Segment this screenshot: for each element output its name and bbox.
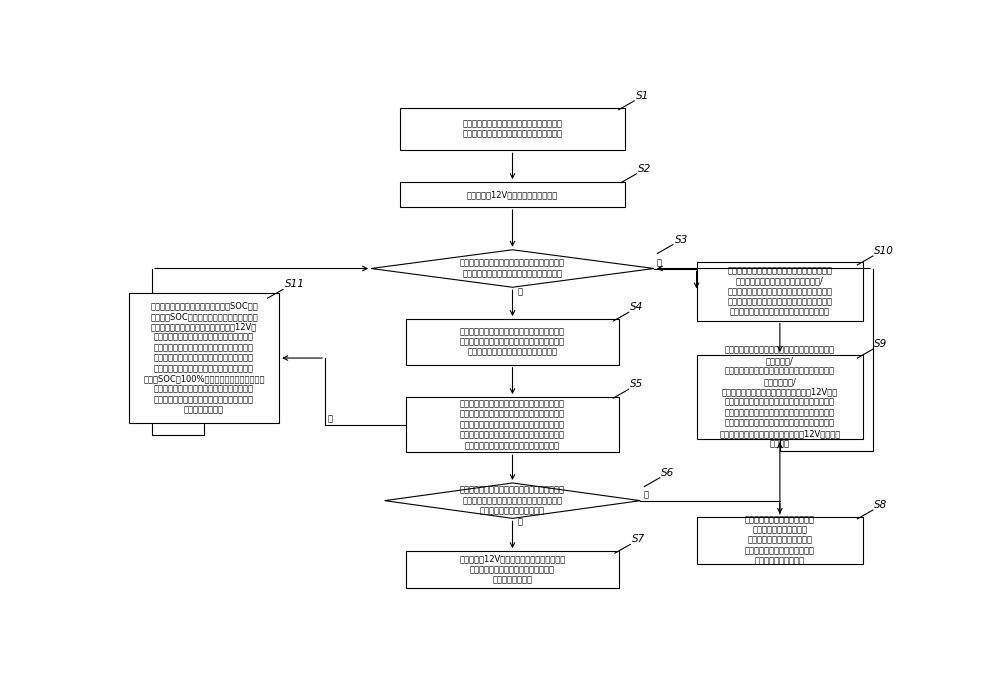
Text: 上位机控制12V低压电源下电，以停止试验，
并记录本次试验过程中对动力电池进行
脉冲加热的总次数: 上位机控制12V低压电源下电，以停止试验， 并记录本次试验过程中对动力电池进行 …	[459, 554, 566, 584]
Text: 是: 是	[518, 518, 523, 527]
Text: S1: S1	[636, 91, 649, 101]
FancyBboxPatch shape	[129, 293, 279, 423]
FancyBboxPatch shape	[697, 262, 863, 320]
Text: 上位机控制12V低压电源进行低压上电: 上位机控制12V低压电源进行低压上电	[467, 190, 558, 199]
FancyBboxPatch shape	[697, 355, 863, 439]
FancyBboxPatch shape	[400, 107, 625, 150]
Text: 是: 是	[518, 287, 523, 297]
Text: 若电池管理系统发送的动力电池实时SOC低于
第一预设SOC值上位机先向电池管理系统和电
驱动控制系统发出第二类型指令，再向12V低
压电源发出低压下电指令，以停: 若电池管理系统发送的动力电池实时SOC低于 第一预设SOC值上位机先向电池管理系…	[143, 301, 265, 414]
Text: 若上位机根据电池管理系统发送的信号确定动力电
池故障，和/
或，根据电驱动控制系统发送的信号确定三相逆变
器模块故障和/
或三相交流电机模块故障，则上位机控制1: 若上位机根据电池管理系统发送的信号确定动力电 池故障，和/ 或，根据电驱动控制系…	[719, 346, 840, 448]
Text: 进行对动力电池脉冲加热的台架系统搭建，在
完成搭建后，上位机采集动力电池的初始容量: 进行对动力电池脉冲加热的台架系统搭建，在 完成搭建后，上位机采集动力电池的初始容…	[462, 119, 562, 139]
Text: S5: S5	[630, 379, 644, 389]
Text: 若上位机根据电驱动控制系统发送的信号确定三
相逆变器模块温度高于第三预设温度和/
或三相交流电机模块温度高于第四预设温度，则
上位机控制冷却水泵开启，以对电驱动: 若上位机根据电驱动控制系统发送的信号确定三 相逆变器模块温度高于第三预设温度和/…	[727, 266, 832, 317]
Text: S7: S7	[632, 535, 645, 544]
Text: S8: S8	[874, 500, 888, 510]
Text: S2: S2	[638, 164, 651, 174]
Polygon shape	[371, 249, 654, 287]
Polygon shape	[385, 483, 640, 518]
FancyBboxPatch shape	[400, 182, 625, 207]
FancyBboxPatch shape	[406, 319, 619, 365]
Text: 若判断出满足开启脉冲加热功能的条件，则上位
机向电池管理系统和电驱动控制系统发出第一类
型指令，以开启对动力电池进行脉冲加热: 若判断出满足开启脉冲加热功能的条件，则上位 机向电池管理系统和电驱动控制系统发出…	[460, 327, 565, 357]
Text: 当上位机根据电池管理系统发送的信号判定动力
电池实时温度不再满足开启脉冲加热功能的条件
时，上位机向电池管理系统和电驱动控制系统发
出第二类型指令，以停止对动力: 当上位机根据电池管理系统发送的信号判定动力 电池实时温度不再满足开启脉冲加热功能…	[460, 400, 565, 450]
Text: S10: S10	[874, 246, 894, 256]
Text: S9: S9	[874, 339, 888, 349]
FancyBboxPatch shape	[697, 516, 863, 564]
Text: 否: 否	[328, 414, 333, 423]
Text: S3: S3	[674, 235, 688, 245]
Text: 上位机基于电池管理系统和电驱动控制系统发送
的信号判断是否满足开启脉冲加热功能的条件: 上位机基于电池管理系统和电驱动控制系统发送 的信号判断是否满足开启脉冲加热功能的…	[460, 259, 565, 279]
Text: S6: S6	[661, 468, 675, 478]
Text: S4: S4	[630, 302, 644, 312]
FancyBboxPatch shape	[406, 551, 619, 587]
Text: 上位机判断动力电池的当前容量相对于动力电池
初始容量的衰减百分比，并判定所述衰减百分
比是否大于或等于预设百分比: 上位机判断动力电池的当前容量相对于动力电池 初始容量的衰减百分比，并判定所述衰减…	[460, 486, 565, 516]
Text: S11: S11	[285, 279, 305, 289]
FancyBboxPatch shape	[406, 397, 619, 452]
Text: 否: 否	[643, 490, 648, 499]
Text: 否: 否	[657, 258, 662, 267]
Text: 启动低温环境舱以对动力电池进
行降温，直至上位机根据
电池管理系统发送的信号确定
动力电池实时温度降低至满足开
启脉冲加热功能的条件: 启动低温环境舱以对动力电池进 行降温，直至上位机根据 电池管理系统发送的信号确定…	[745, 515, 815, 566]
